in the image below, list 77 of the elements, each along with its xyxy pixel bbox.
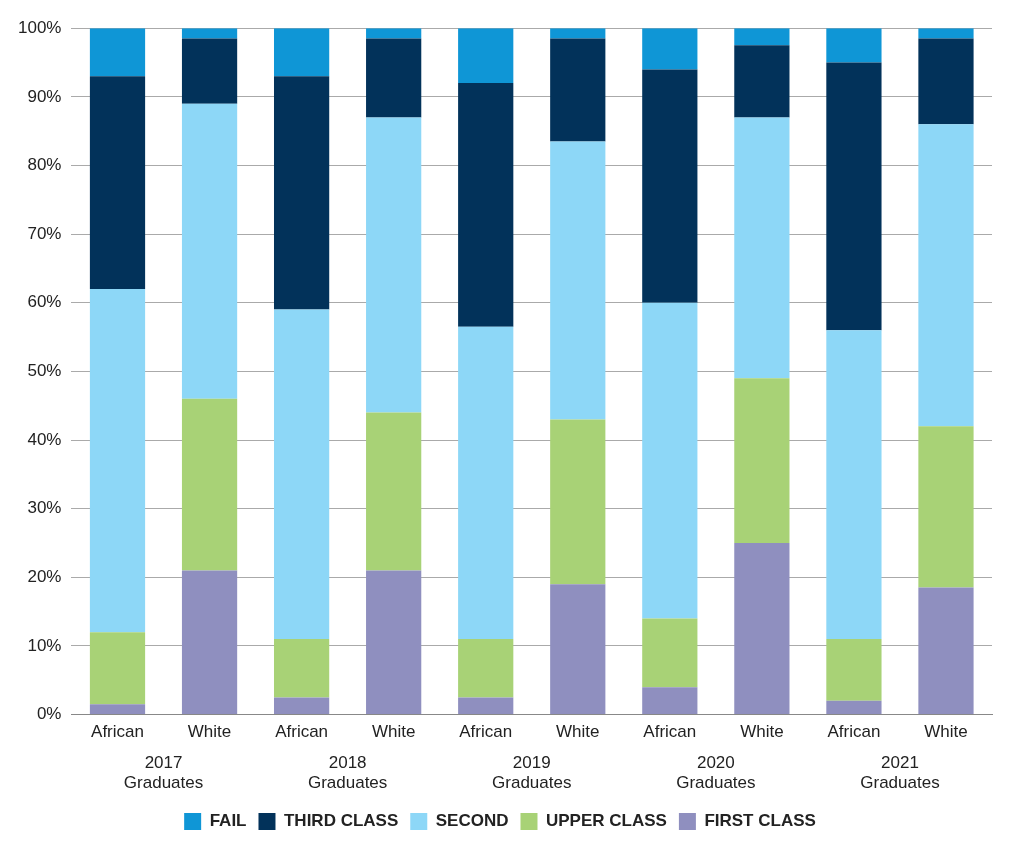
bar [89, 76, 146, 290]
bar [918, 38, 974, 125]
bar [273, 639, 330, 698]
bar [366, 570, 422, 715]
bar [366, 412, 422, 571]
bar [273, 76, 330, 310]
bar [734, 378, 790, 543]
y-tick-label: 20% [27, 567, 62, 587]
text: 2017 Graduates [123, 752, 204, 792]
legend-label: THIRD CLASS [283, 811, 399, 831]
text: 2020 Graduates [676, 752, 756, 792]
bar [550, 419, 606, 585]
bar [918, 587, 974, 715]
x-tick-label: African [275, 722, 329, 742]
text: 2019 Graduates [492, 752, 572, 792]
y-tick-label: 30% [27, 498, 62, 518]
bar [181, 570, 238, 715]
legend-label: UPPER CLASS [545, 811, 667, 831]
x-tick-label: White [924, 722, 968, 742]
bar [89, 632, 146, 705]
bar [734, 45, 790, 118]
bar [918, 426, 974, 588]
bar [642, 69, 698, 303]
bar [826, 639, 882, 701]
y-tick-label: 0% [36, 704, 62, 724]
x-tick-label: White [740, 722, 784, 742]
y-tick-label: 50% [27, 361, 62, 381]
bar [273, 697, 330, 715]
bar [181, 38, 238, 104]
bar [458, 28, 514, 84]
bar [826, 62, 882, 331]
bar [642, 687, 698, 715]
bar [458, 326, 514, 640]
x-tick-label: White [371, 722, 416, 742]
legend-label: FAIL [209, 811, 247, 831]
bar [734, 117, 790, 379]
bar [458, 83, 514, 327]
bar [826, 330, 882, 640]
x-tick-label: African [91, 722, 144, 742]
legend-label: FIRST CLASS [704, 811, 816, 831]
y-tick-label: 100% [18, 17, 62, 37]
y-tick-label: 60% [27, 292, 62, 312]
bar [642, 28, 698, 70]
bar [642, 618, 698, 688]
bar [550, 38, 606, 142]
x-tick-label: African [459, 722, 513, 742]
y-tick-label: 40% [27, 429, 62, 449]
text: 2018 Graduates [307, 752, 388, 792]
bar [89, 28, 146, 77]
legend-label: SECOND [435, 811, 509, 831]
x-tick-label: White [187, 722, 232, 742]
text: 2021 Graduates [860, 752, 940, 792]
bar [366, 38, 422, 118]
bar [181, 103, 238, 399]
bar [458, 697, 514, 715]
y-tick-label: 10% [27, 635, 62, 655]
bar [273, 309, 330, 640]
y-tick-label: 70% [27, 223, 62, 243]
bar [181, 398, 238, 571]
bar [458, 639, 514, 698]
bar [273, 28, 330, 77]
y-tick-label: 80% [27, 155, 62, 175]
bar [89, 704, 146, 715]
bar [918, 124, 974, 427]
bar [366, 117, 422, 413]
bar [89, 289, 146, 633]
bar [734, 28, 790, 46]
bar [826, 28, 882, 63]
y-tick-label: 90% [27, 86, 62, 106]
x-tick-label: African [643, 722, 697, 742]
x-tick-label: White [556, 722, 600, 742]
bar [734, 543, 790, 715]
x-tick-label: African [827, 722, 881, 742]
bar [642, 302, 698, 619]
bar [550, 141, 606, 420]
bar [550, 584, 606, 715]
bar [826, 700, 882, 715]
